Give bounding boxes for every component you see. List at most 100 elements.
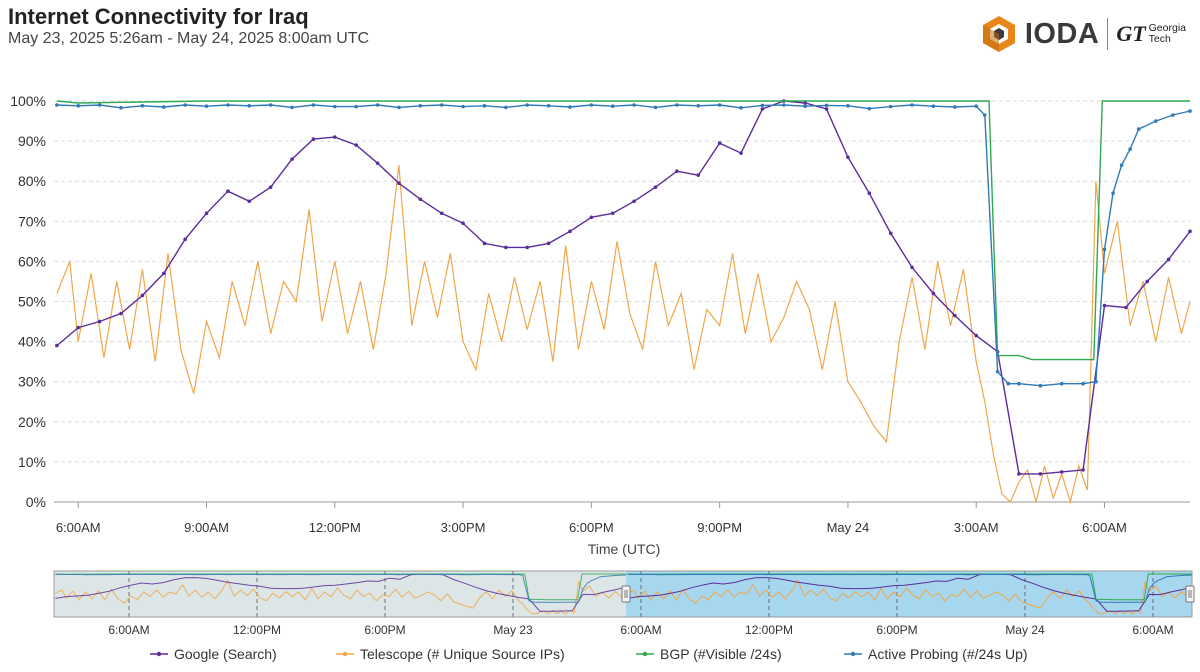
probing-data-point[interactable] <box>953 105 957 109</box>
probing-data-point[interactable] <box>290 105 294 110</box>
google-data-point[interactable] <box>482 241 487 246</box>
probing-data-point[interactable] <box>653 105 658 110</box>
probing-data-point[interactable] <box>974 104 979 109</box>
google-data-point[interactable] <box>76 325 81 330</box>
google-data-point[interactable] <box>226 189 230 194</box>
google-data-point[interactable] <box>439 211 444 216</box>
probing-data-point[interactable] <box>1128 147 1132 151</box>
plot-area[interactable] <box>55 99 1192 505</box>
legend-item-probing[interactable]: Active Probing (#/24s Up) <box>844 646 1028 662</box>
google-data-point[interactable] <box>910 265 914 270</box>
probing-data-point[interactable] <box>204 104 209 109</box>
google-data-point[interactable] <box>974 333 979 338</box>
google-data-point[interactable] <box>1145 279 1150 284</box>
google-data-point[interactable] <box>803 101 807 105</box>
probing-data-point[interactable] <box>546 104 551 108</box>
legend-item-bgp[interactable]: BGP (#Visible /24s) <box>636 646 782 662</box>
probing-data-point[interactable] <box>781 103 786 107</box>
probing-data-point[interactable] <box>375 103 380 107</box>
probing-data-point[interactable] <box>824 103 829 108</box>
google-data-point[interactable] <box>653 185 658 190</box>
google-data-point[interactable] <box>525 245 530 250</box>
legend[interactable]: Google (Search) Telescope (# Unique Sourc… <box>150 646 1028 662</box>
google-data-point[interactable] <box>760 107 765 111</box>
probing-data-point[interactable] <box>632 103 636 107</box>
probing-data-point[interactable] <box>268 103 273 107</box>
probing-series-line[interactable] <box>56 104 1191 387</box>
probing-data-point[interactable] <box>1111 191 1115 196</box>
probing-data-point[interactable] <box>931 104 936 109</box>
probing-data-point[interactable] <box>739 106 743 110</box>
probing-data-point[interactable] <box>76 104 81 108</box>
google-data-point[interactable] <box>717 141 722 145</box>
probing-data-point[interactable] <box>1153 119 1158 123</box>
brush-handle-icon[interactable] <box>1185 585 1195 603</box>
google-data-point[interactable] <box>375 161 380 165</box>
probing-data-point[interactable] <box>1081 381 1085 386</box>
legend-item-telescope[interactable]: Telescope (# Unique Source IPs) <box>336 646 565 662</box>
probing-data-point[interactable] <box>1094 379 1098 384</box>
probing-data-point[interactable] <box>161 105 166 109</box>
probing-data-point[interactable] <box>119 106 123 110</box>
overview-selected-region[interactable] <box>626 571 1192 617</box>
probing-data-point[interactable] <box>589 103 594 107</box>
google-data-point[interactable] <box>354 143 358 147</box>
probing-data-point[interactable] <box>982 113 987 117</box>
google-data-point[interactable] <box>140 293 145 298</box>
probing-data-point[interactable] <box>97 103 102 107</box>
probing-data-point[interactable] <box>1059 381 1064 386</box>
google-data-point[interactable] <box>311 137 316 141</box>
probing-data-point[interactable] <box>418 104 423 108</box>
probing-data-point[interactable] <box>311 103 316 107</box>
probing-data-point[interactable] <box>140 104 145 108</box>
probing-data-point[interactable] <box>504 105 508 110</box>
probing-data-point[interactable] <box>888 104 893 109</box>
google-data-point[interactable] <box>824 107 829 111</box>
probing-data-point[interactable] <box>910 103 914 107</box>
probing-data-point[interactable] <box>247 104 252 108</box>
google-data-point[interactable] <box>204 211 209 216</box>
google-data-point[interactable] <box>397 181 401 186</box>
google-data-point[interactable] <box>97 319 102 324</box>
google-data-point[interactable] <box>290 157 294 161</box>
google-data-point[interactable] <box>867 191 872 196</box>
probing-data-point[interactable] <box>1188 109 1192 113</box>
google-data-point[interactable] <box>1166 257 1171 262</box>
google-data-point[interactable] <box>739 151 743 155</box>
google-data-point[interactable] <box>418 197 423 202</box>
probing-data-point[interactable] <box>55 103 59 107</box>
telescope-series-line[interactable] <box>56 165 1191 505</box>
probing-data-point[interactable] <box>1119 163 1124 167</box>
google-data-point[interactable] <box>268 185 273 190</box>
google-data-point[interactable] <box>696 173 701 177</box>
google-data-point[interactable] <box>1102 303 1107 308</box>
probing-data-point[interactable] <box>995 369 1000 374</box>
probing-data-point[interactable] <box>717 103 722 107</box>
probing-data-point[interactable] <box>525 103 530 107</box>
google-data-point[interactable] <box>632 199 636 204</box>
google-series-line[interactable] <box>56 100 1191 475</box>
probing-data-point[interactable] <box>760 103 765 108</box>
probing-data-point[interactable] <box>461 104 465 109</box>
google-data-point[interactable] <box>161 271 166 276</box>
google-data-point[interactable] <box>247 199 252 204</box>
google-data-point[interactable] <box>461 221 465 226</box>
probing-data-point[interactable] <box>1171 113 1175 117</box>
google-data-point[interactable] <box>1038 472 1043 476</box>
probing-data-point[interactable] <box>675 103 679 107</box>
probing-data-point[interactable] <box>333 104 337 109</box>
google-data-point[interactable] <box>589 215 594 220</box>
google-data-point[interactable] <box>1124 305 1128 310</box>
probing-data-point[interactable] <box>1038 383 1043 388</box>
google-data-point[interactable] <box>55 343 59 348</box>
probing-data-point[interactable] <box>1017 381 1021 386</box>
google-data-point[interactable] <box>846 155 850 159</box>
probing-data-point[interactable] <box>867 106 872 111</box>
google-data-point[interactable] <box>931 291 936 296</box>
google-data-point[interactable] <box>546 241 551 246</box>
probing-data-point[interactable] <box>183 103 187 107</box>
google-data-point[interactable] <box>1081 468 1085 472</box>
probing-data-point[interactable] <box>226 103 230 107</box>
google-data-point[interactable] <box>675 169 679 173</box>
probing-data-point[interactable] <box>568 105 572 109</box>
